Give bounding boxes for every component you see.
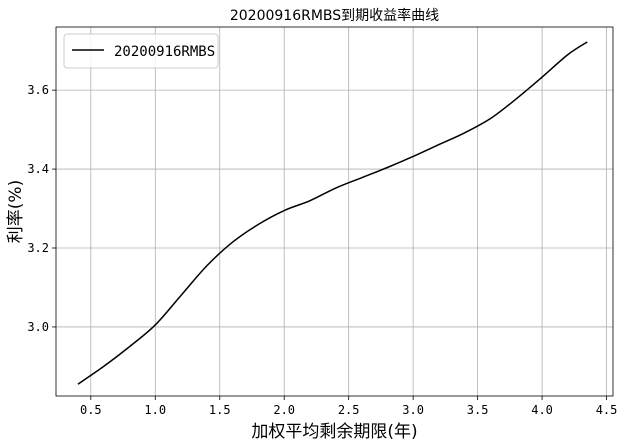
y-axis-label: 利率(%) (6, 180, 26, 243)
x-tick-label: 2.0 (273, 403, 295, 417)
x-axis-label: 加权平均剩余期限(年) (251, 422, 417, 442)
x-tick-label: 3.5 (467, 403, 489, 417)
y-tick-label: 3.4 (27, 162, 49, 176)
legend-box (63, 33, 219, 69)
x-tick-label: 1.0 (144, 403, 166, 417)
x-tick-label: 1.5 (209, 403, 231, 417)
legend-entry-20200916rmbs: 20200916RMBS (114, 44, 215, 60)
x-tick-label: 4.5 (596, 403, 618, 417)
series-line-20200916rmbs (77, 41, 588, 385)
series-layer (77, 41, 588, 385)
y-tick-label: 3.2 (27, 241, 49, 255)
legend: 20200916RMBS (63, 33, 219, 69)
x-tick-label: 3.0 (402, 403, 424, 417)
chart-title: 20200916RMBS到期收益率曲线 (230, 7, 439, 24)
x-tick-label: 2.5 (338, 403, 360, 417)
grid-lines (56, 27, 613, 396)
x-tick-label: 4.0 (531, 403, 553, 417)
y-tick-label: 3.6 (27, 83, 49, 97)
plot-area-frame (55, 26, 614, 397)
x-tick-label: 0.5 (80, 403, 102, 417)
axis-ticks: 0.5 1.0 1.5 2.0 2.5 3.0 3.5 4.0 4.5 3.0 3.2 3.4 3.6 (27, 83, 617, 417)
y-tick-label: 3.0 (27, 320, 49, 334)
